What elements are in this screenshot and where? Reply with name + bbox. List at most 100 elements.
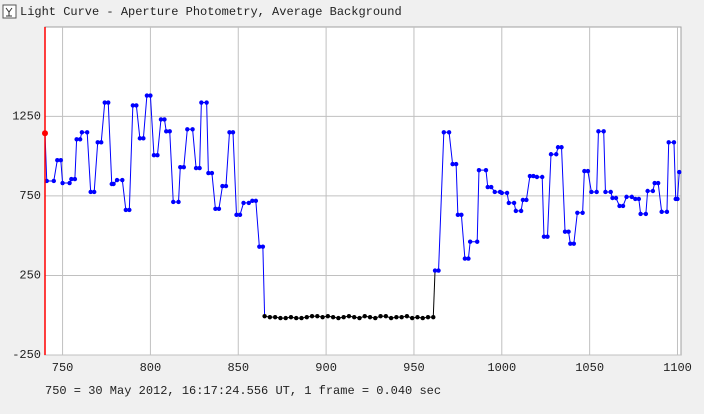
data-point — [162, 117, 167, 122]
data-point — [466, 256, 471, 261]
data-point — [58, 157, 64, 163]
data-point — [262, 313, 267, 319]
data-point — [60, 180, 65, 186]
y-tick-label: 750 — [19, 189, 41, 203]
x-tick-label: 950 — [403, 361, 425, 375]
data-point — [74, 137, 79, 142]
data-point — [467, 239, 473, 244]
data-point — [652, 180, 657, 186]
data-point — [476, 167, 482, 173]
data-point — [540, 174, 545, 180]
data-point — [585, 168, 591, 174]
data-point — [304, 314, 309, 320]
x-tick-label: 1000 — [487, 361, 516, 375]
x-tick-label: 850 — [227, 361, 249, 375]
data-point — [204, 100, 209, 105]
data-point — [246, 200, 252, 206]
data-point — [320, 314, 325, 320]
data-point — [336, 315, 341, 321]
status-text: 750 = 30 May 2012, 16:17:24.556 UT, 1 fr… — [45, 384, 441, 398]
data-point — [178, 164, 183, 170]
plot-area — [44, 26, 682, 356]
data-point — [613, 195, 619, 201]
data-point — [474, 239, 480, 244]
data-point — [257, 244, 262, 249]
data-point — [664, 209, 670, 215]
data-point — [511, 200, 517, 206]
data-point — [436, 268, 441, 273]
data-point — [123, 207, 129, 213]
data-point — [659, 209, 664, 215]
data-point — [580, 210, 585, 215]
data-point — [144, 93, 150, 98]
data-point — [197, 165, 202, 171]
data-point — [462, 256, 468, 261]
data-point — [555, 145, 561, 150]
data-point — [267, 314, 273, 320]
data-point — [394, 314, 399, 320]
data-point — [79, 130, 85, 135]
data-point — [455, 212, 461, 218]
data-point — [193, 165, 199, 171]
x-tick-label: 800 — [140, 361, 162, 375]
data-point — [566, 229, 571, 234]
data-point — [596, 129, 601, 134]
data-point — [425, 314, 431, 320]
data-point — [106, 100, 111, 105]
data-point — [575, 210, 580, 215]
data-point — [55, 157, 60, 163]
data-point — [141, 136, 146, 141]
data-point — [95, 140, 100, 145]
data-point — [650, 188, 656, 194]
data-point — [499, 190, 504, 196]
data-point — [677, 169, 682, 175]
x-tick-label: 750 — [52, 361, 74, 375]
data-point — [633, 196, 638, 202]
data-point — [151, 153, 157, 158]
data-point — [610, 195, 615, 201]
data-point — [250, 198, 255, 204]
data-point — [645, 188, 650, 194]
data-point — [582, 168, 587, 174]
data-point — [562, 229, 568, 234]
data-point — [288, 314, 294, 320]
data-point — [130, 103, 136, 108]
data-point — [206, 170, 211, 176]
data-point — [671, 140, 677, 145]
data-point — [446, 130, 452, 135]
data-point — [148, 93, 153, 98]
series-join — [432, 270, 436, 318]
data-point — [230, 130, 236, 135]
data-point — [603, 189, 608, 195]
data-point — [120, 177, 125, 183]
data-point — [441, 130, 447, 135]
data-point — [330, 314, 336, 320]
data-point — [299, 315, 304, 321]
data-point — [531, 173, 536, 179]
data-point — [111, 181, 116, 187]
data-point — [69, 176, 74, 182]
data-point — [213, 206, 218, 212]
data-point — [643, 211, 649, 217]
data-point — [655, 180, 661, 186]
data-point — [341, 314, 346, 320]
data-point — [167, 129, 172, 134]
data-point — [209, 170, 215, 176]
data-point — [492, 189, 497, 195]
data-point — [571, 241, 577, 246]
data-point — [638, 211, 643, 217]
data-point — [415, 314, 420, 320]
data-point — [629, 194, 635, 200]
data-point — [373, 315, 378, 321]
data-point — [127, 207, 132, 213]
data-point — [524, 197, 529, 203]
data-point — [164, 129, 169, 134]
data-point — [378, 313, 383, 319]
data-point — [315, 313, 320, 319]
data-point — [278, 315, 283, 321]
x-tick-label: 900 — [315, 361, 337, 375]
data-point — [294, 315, 299, 321]
data-point — [99, 140, 104, 145]
y-tick-label: 250 — [19, 269, 41, 283]
